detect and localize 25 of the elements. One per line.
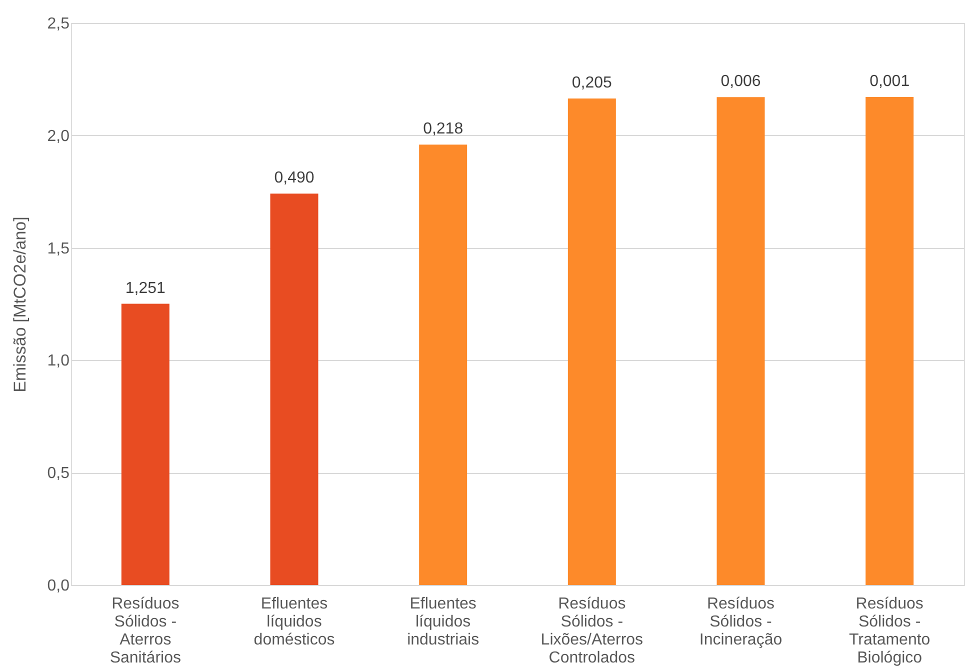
x-tick-label: Resíduos Sólidos - Tratamento Biológico: [848, 596, 930, 666]
annotation: 0,490: [274, 170, 314, 187]
x-tick-label: Resíduos Sólidos - Aterros Sanitários: [110, 596, 181, 666]
annotation: 0,006: [720, 73, 761, 90]
y-tick-label: 0,5: [47, 465, 70, 482]
bar: [419, 144, 468, 585]
bar: [568, 98, 616, 585]
annotation: 0,205: [572, 74, 612, 92]
x-tick-label: Efluentes líquidos domésticos: [254, 596, 335, 648]
x-tick-label: Resíduos Sólidos - Incineração: [699, 596, 782, 648]
y-axis-title: Emissão [MtCO2e/ano]: [10, 216, 30, 392]
y-tick-label: 1,0: [47, 352, 70, 370]
x-tick-label: Resíduos Sólidos - Lixões/Aterros Controlados: [540, 596, 644, 666]
bar: [716, 97, 765, 585]
annotation: 1,251: [125, 280, 166, 297]
y-tick-label: 0,0: [47, 578, 70, 594]
annotation: 0,001: [870, 72, 910, 90]
y-tick-label: 2,5: [47, 16, 70, 32]
annotation: 0,218: [423, 120, 464, 138]
y-tick-label: 1,5: [47, 240, 70, 258]
y-tick-label: 2,0: [47, 128, 70, 145]
bar: [866, 96, 914, 585]
x-tick-label: Efluentes líquidos industriais: [407, 596, 480, 648]
bar: [121, 304, 170, 585]
bar: [270, 194, 318, 585]
